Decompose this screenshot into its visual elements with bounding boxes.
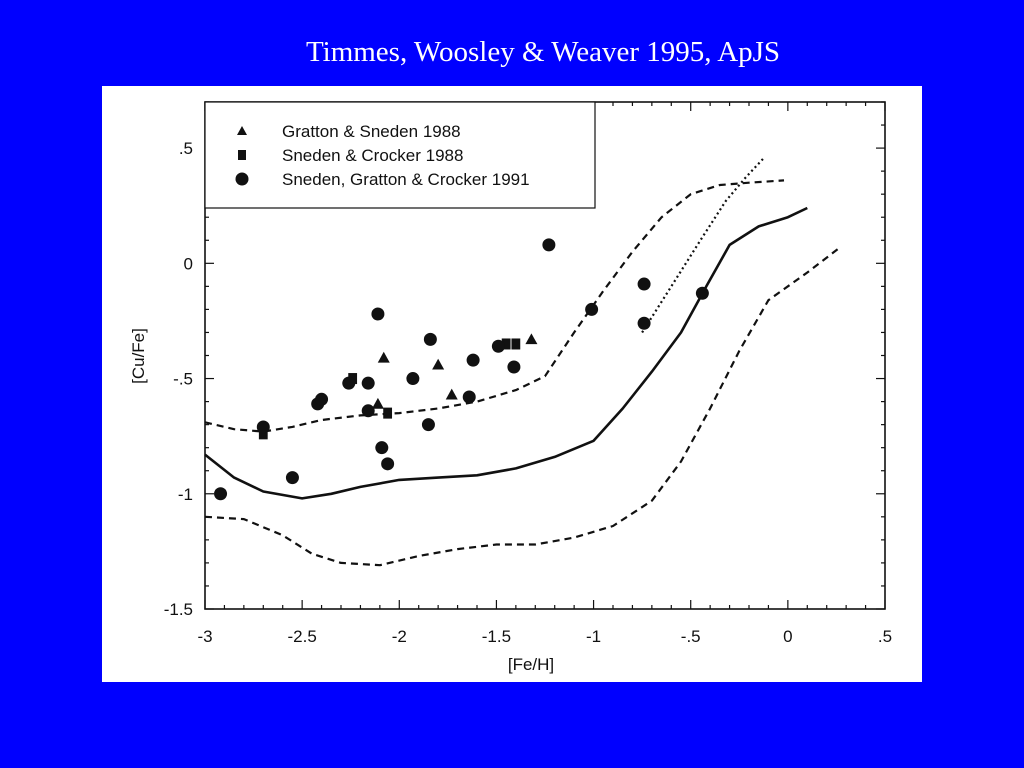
legend-square-marker (238, 150, 246, 160)
figure-panel: -3 -2.5 -2 -1.5 -1 -.5 0 .5 .5 0 -.5 -1 -1.5 [Fe/H]… (102, 86, 922, 682)
x-tick-label: -.5 (681, 627, 701, 646)
square-point (258, 428, 268, 440)
circle-point (695, 286, 709, 300)
x-tick-label: -3 (197, 627, 212, 646)
x-tick-labels: -3 -2.5 -2 -1.5 -1 -.5 0 .5 (197, 627, 892, 646)
circle-point (406, 372, 420, 386)
circle-point (214, 487, 228, 501)
x-tick-label: -1 (586, 627, 601, 646)
legend-entry-label: Sneden & Crocker 1988 (282, 146, 463, 165)
circle-point (542, 238, 556, 252)
y-tick-label: -1 (178, 485, 193, 504)
circle-point (421, 418, 435, 432)
circle-point (462, 390, 476, 404)
circle-point (371, 307, 385, 321)
circle-point (361, 376, 375, 390)
circle-point (491, 339, 505, 353)
y-axis-label: [Cu/Fe] (129, 328, 148, 384)
x-tick-label: 0 (783, 627, 792, 646)
data-points (214, 238, 709, 501)
circle-point (381, 457, 395, 471)
legend-circle-marker (235, 172, 249, 186)
square-point (501, 338, 511, 350)
circle-point (507, 360, 521, 374)
x-tick-label: -2.5 (287, 627, 316, 646)
y-tick-label: -1.5 (164, 600, 193, 619)
circle-point (361, 404, 375, 418)
model-curve-dashed (204, 246, 841, 567)
triangle-point (525, 333, 538, 345)
legend-entry-label: Sneden, Gratton & Crocker 1991 (282, 170, 530, 189)
circle-point (256, 420, 270, 434)
model-curves (204, 156, 841, 567)
triangle-point (432, 358, 445, 370)
model-curve-solid (204, 206, 808, 500)
x-tick-label: .5 (878, 627, 892, 646)
circle-point (637, 277, 651, 291)
triangle-point (371, 397, 384, 409)
triangle-point (377, 351, 390, 363)
x-axis-label: [Fe/H] (508, 655, 554, 674)
legend: Gratton & Sneden 1988 Sneden & Crocker 19… (204, 101, 596, 209)
triangle-point (445, 388, 458, 400)
model-curve-dashed (204, 179, 785, 433)
legend-triangle-marker (237, 126, 247, 135)
square-point (511, 338, 521, 350)
circle-point (637, 316, 651, 330)
legend-box (204, 101, 596, 209)
chart: -3 -2.5 -2 -1.5 -1 -.5 0 .5 .5 0 -.5 -1 -1.5 [Fe/H]… (129, 101, 892, 674)
circle-point (375, 441, 389, 455)
circle-point (315, 392, 329, 406)
circle-point (585, 302, 599, 316)
x-tick-label: -2 (392, 627, 407, 646)
slide-title: Timmes, Woosley & Weaver 1995, ApJS (305, 36, 781, 68)
x-tick-label: -1.5 (482, 627, 511, 646)
circle-point (466, 353, 480, 367)
y-tick-label: .5 (179, 139, 193, 158)
square-point (383, 407, 393, 419)
circle-point (285, 471, 299, 485)
y-tick-label: 0 (184, 254, 193, 273)
circle-point (423, 332, 437, 346)
model-curve-dotted (641, 156, 766, 334)
legend-entry-label: Gratton & Sneden 1988 (282, 122, 461, 141)
circle-point (342, 376, 356, 390)
y-tick-label: -.5 (173, 370, 193, 389)
y-tick-labels: .5 0 -.5 -1 -1.5 (164, 139, 193, 619)
